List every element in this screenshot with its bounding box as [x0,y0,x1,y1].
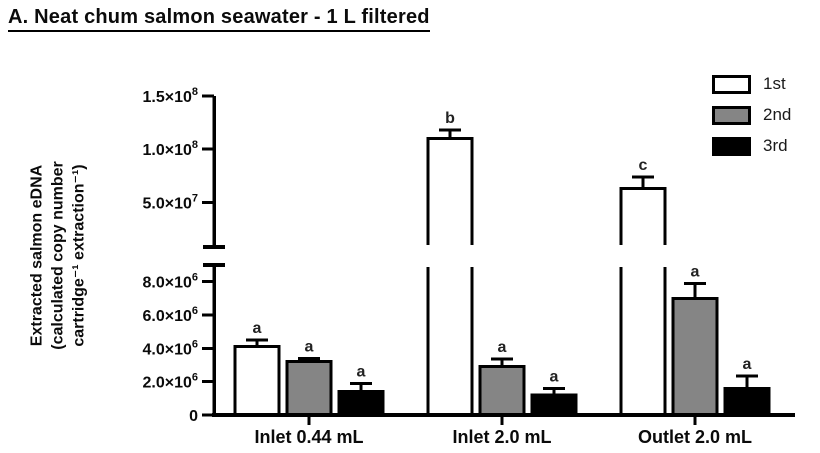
bar-3rd-group2 [530,393,578,417]
y-tick-label-upper-0: 1.5×108 [142,86,198,106]
x-category-label-group3: Outlet 2.0 mL [638,427,752,447]
sig-letter-3rd-group3: a [743,356,752,373]
legend-swatch-3rd [712,136,751,156]
y-tick-label-lower-3: 2.0×106 [142,372,198,392]
sig-letter-3rd-group1: a [357,363,366,380]
y-tick-label-lower-1: 6.0×106 [142,305,198,325]
legend: 1st 2nd 3rd [712,74,791,167]
sig-letter-3rd-group2: a [550,368,559,385]
legend-label-1st: 1st [763,74,786,93]
legend-swatch-1st [712,74,751,94]
x-category-label-group2: Inlet 2.0 mL [452,427,551,447]
y-tick-label-upper-1: 1.0×108 [142,139,198,159]
legend-label-2nd: 2nd [763,105,792,124]
sig-letter-2nd-group3: a [691,263,700,280]
bar-upper-1st-group2 [426,137,474,245]
sig-letter-2nd-group1: a [305,338,314,355]
x-category-label-group1: Inlet 0.44 mL [254,427,363,447]
y-tick-label-lower-4: 0 [189,408,198,425]
sig-letter-1st-group3: c [639,157,648,174]
y-axis-label-line2: (calculated copy number [49,161,67,350]
sig-letter-1st-group1: a [253,320,262,337]
y-tick-label-upper-2: 5.0×107 [142,192,198,212]
legend-item-3rd: 3rd [712,136,791,156]
legend-swatch-2nd [712,105,751,125]
figure-title: A. Neat chum salmon seawater - 1 L filte… [8,6,430,32]
bar-3rd-group3 [723,386,771,417]
figure-header: A. Neat chum salmon seawater - 1 L filte… [8,6,430,32]
y-tick-label-lower-2: 4.0×106 [142,338,198,358]
bar-upper-1st-group3 [619,187,667,245]
bar-3rd-group1 [337,390,385,417]
bar-2nd-group1 [285,360,333,417]
y-tick-label-lower-0: 8.0×106 [142,272,198,292]
bar-2nd-group3 [671,296,719,417]
legend-item-1st: 1st [712,74,791,94]
legend-item-2nd: 2nd [712,105,791,125]
y-axis-label-line3: cartridge⁻¹ extraction⁻¹) [70,164,88,347]
bar-1st-group1 [233,345,281,417]
sig-letter-2nd-group2: a [498,339,507,356]
sig-letter-1st-group2: b [445,110,455,127]
y-axis-label: Extracted salmon eDNA (calculated copy n… [27,106,90,406]
y-axis-label-line1: Extracted salmon eDNA [28,164,46,347]
bar-2nd-group2 [478,365,526,417]
legend-label-3rd: 3rd [763,136,788,155]
